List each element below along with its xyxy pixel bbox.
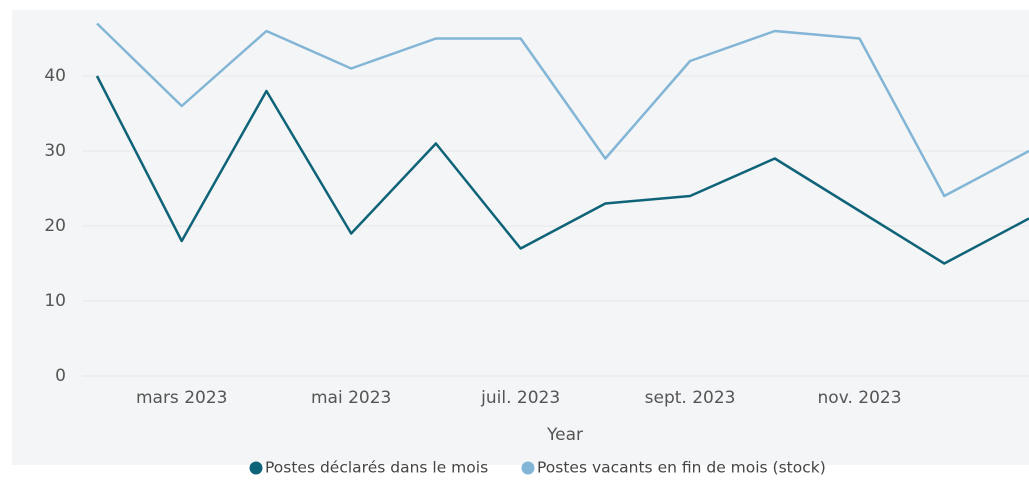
y-tick-label: 30 [44,141,66,161]
y-tick-label: 10 [44,291,66,311]
line-series [95,75,1029,265]
x-tick-label: sept. 2023 [645,388,736,408]
x-tick-label: nov. 2023 [818,388,902,408]
legend-marker [521,461,535,475]
plot-background [12,10,1029,465]
legend-label: Postes vacants en fin de mois (stock) [537,459,826,477]
x-tick-label: juil. 2023 [480,388,560,408]
legend-marker [249,461,263,475]
line-series [96,22,1029,198]
legend-label: Postes déclarés dans le mois [265,459,488,477]
x-tick-label: mars 2023 [136,388,228,408]
y-tick-label: 20 [44,216,66,236]
y-tick-label: 40 [44,66,66,86]
y-tick-label: 0 [55,366,66,386]
x-tick-label: mai 2023 [311,388,391,408]
x-axis-title: Year [546,425,583,445]
